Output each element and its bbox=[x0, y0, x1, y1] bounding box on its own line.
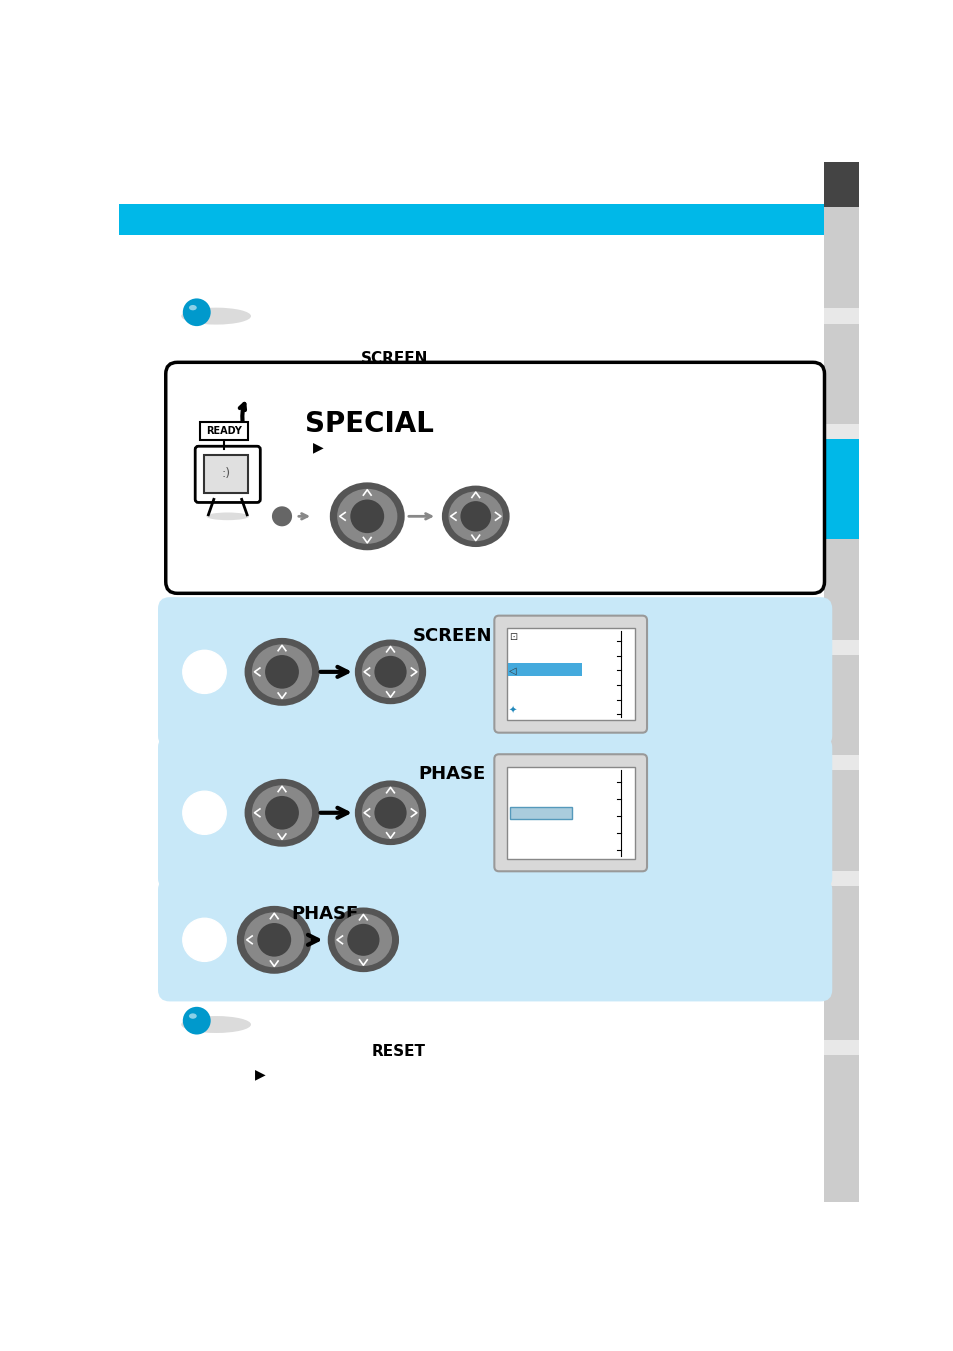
Ellipse shape bbox=[244, 638, 319, 705]
FancyBboxPatch shape bbox=[494, 616, 646, 732]
Ellipse shape bbox=[252, 644, 312, 700]
Bar bbox=[823, 439, 858, 539]
Ellipse shape bbox=[181, 1016, 251, 1034]
Bar bbox=[823, 424, 858, 439]
FancyBboxPatch shape bbox=[158, 597, 831, 747]
Ellipse shape bbox=[361, 786, 418, 839]
Text: RESET: RESET bbox=[371, 1044, 425, 1059]
Text: SCREEN: SCREEN bbox=[413, 627, 492, 644]
Text: PHASE: PHASE bbox=[291, 905, 358, 924]
Ellipse shape bbox=[330, 482, 404, 550]
Bar bbox=[119, 204, 823, 235]
Bar bbox=[823, 886, 858, 1040]
Circle shape bbox=[374, 655, 406, 688]
FancyBboxPatch shape bbox=[195, 446, 260, 503]
FancyBboxPatch shape bbox=[158, 878, 831, 1001]
Bar bbox=[506, 628, 634, 720]
Ellipse shape bbox=[448, 492, 502, 542]
Bar bbox=[823, 770, 858, 870]
Circle shape bbox=[183, 299, 211, 326]
Bar bbox=[823, 755, 858, 770]
Circle shape bbox=[347, 924, 379, 957]
Ellipse shape bbox=[355, 781, 426, 846]
Text: :): :) bbox=[221, 467, 231, 481]
Text: ✦: ✦ bbox=[508, 707, 517, 716]
Text: SCREEN: SCREEN bbox=[360, 351, 428, 366]
Bar bbox=[823, 308, 858, 324]
Ellipse shape bbox=[335, 913, 392, 966]
Ellipse shape bbox=[189, 1013, 196, 1019]
Bar bbox=[823, 324, 858, 424]
Text: ▶: ▶ bbox=[382, 648, 393, 662]
Text: ▶: ▶ bbox=[313, 440, 323, 454]
Ellipse shape bbox=[206, 512, 249, 520]
Circle shape bbox=[272, 507, 292, 527]
Bar bbox=[823, 1040, 858, 1055]
FancyBboxPatch shape bbox=[494, 754, 646, 871]
Text: ⊡: ⊡ bbox=[508, 632, 517, 642]
FancyBboxPatch shape bbox=[199, 422, 248, 440]
Ellipse shape bbox=[252, 785, 312, 840]
Ellipse shape bbox=[183, 650, 226, 693]
Circle shape bbox=[183, 1006, 211, 1035]
Ellipse shape bbox=[244, 912, 304, 967]
Bar bbox=[823, 1055, 858, 1202]
Circle shape bbox=[374, 797, 406, 828]
Ellipse shape bbox=[189, 305, 196, 311]
Circle shape bbox=[265, 796, 298, 830]
Bar bbox=[509, 807, 571, 819]
Text: READY: READY bbox=[206, 426, 241, 436]
Circle shape bbox=[460, 501, 491, 531]
Ellipse shape bbox=[441, 485, 509, 547]
FancyBboxPatch shape bbox=[204, 455, 248, 493]
Circle shape bbox=[350, 500, 384, 534]
FancyBboxPatch shape bbox=[158, 736, 831, 890]
FancyBboxPatch shape bbox=[166, 362, 823, 593]
Ellipse shape bbox=[183, 919, 226, 962]
Ellipse shape bbox=[361, 646, 418, 698]
Bar bbox=[823, 539, 858, 639]
Ellipse shape bbox=[355, 639, 426, 704]
Text: ◁: ◁ bbox=[509, 665, 517, 676]
Bar bbox=[506, 766, 634, 859]
Text: PHASE: PHASE bbox=[418, 765, 486, 784]
Bar bbox=[823, 207, 858, 308]
Ellipse shape bbox=[183, 792, 226, 835]
Ellipse shape bbox=[328, 908, 398, 973]
Ellipse shape bbox=[244, 778, 319, 847]
Bar bbox=[508, 663, 581, 676]
Bar bbox=[823, 639, 858, 655]
Bar bbox=[823, 870, 858, 886]
Bar bbox=[823, 162, 858, 207]
Ellipse shape bbox=[181, 308, 251, 324]
Bar bbox=[823, 655, 858, 755]
Ellipse shape bbox=[336, 489, 397, 544]
Circle shape bbox=[265, 655, 298, 689]
Ellipse shape bbox=[236, 907, 312, 974]
Text: SPECIAL: SPECIAL bbox=[305, 409, 434, 438]
Text: ▶: ▶ bbox=[382, 786, 393, 801]
Text: ▶: ▶ bbox=[254, 1067, 265, 1082]
Circle shape bbox=[257, 923, 291, 957]
